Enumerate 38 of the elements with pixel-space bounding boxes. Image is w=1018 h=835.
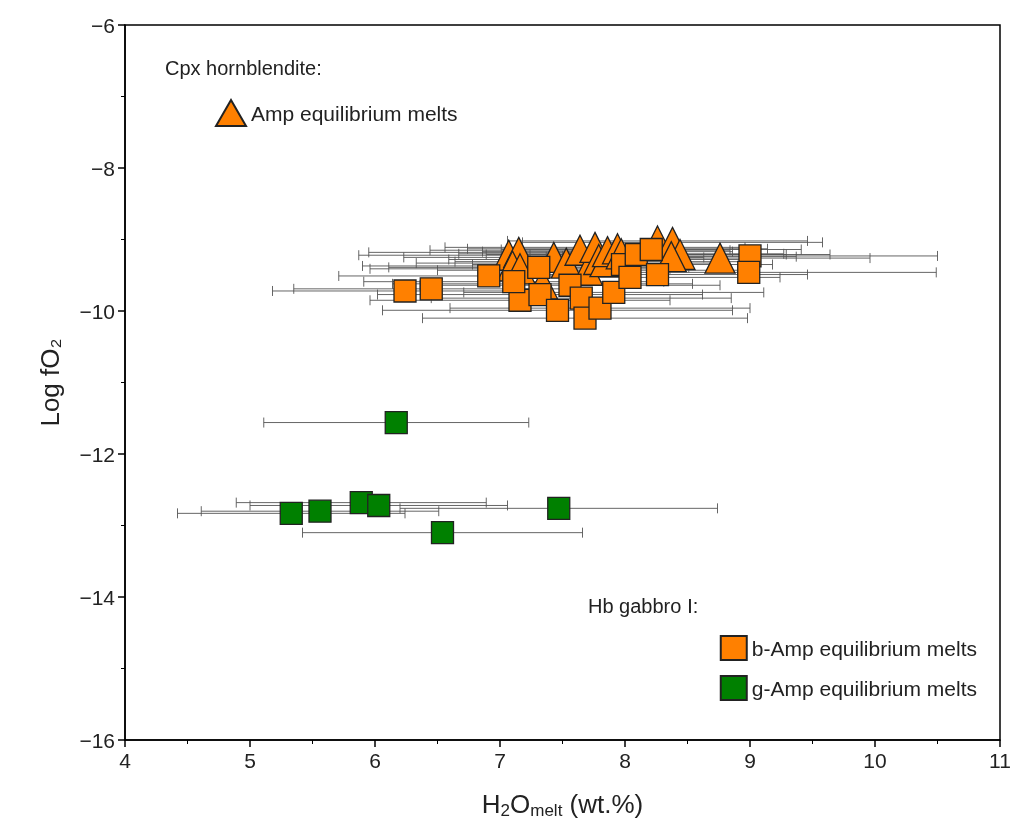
- y-tick-label: −16: [79, 728, 115, 752]
- point: [545, 298, 570, 322]
- point: [502, 270, 526, 294]
- x-tick-label: 11: [989, 749, 1011, 772]
- annotation: Cpx hornblendite:: [165, 57, 322, 79]
- legend-label: g-Amp equilibrium melts: [751, 676, 978, 700]
- y-axis-title: Log fO₂: [35, 338, 65, 427]
- y-tick-label: −6: [91, 13, 115, 37]
- y-tick-label: −10: [79, 299, 115, 323]
- y-tick-label: −14: [79, 585, 116, 609]
- point: [528, 282, 552, 307]
- annotation: Hb gabbro Ⅰ:: [588, 595, 699, 617]
- x-tick-label: 10: [863, 749, 887, 772]
- x-tick-label: 5: [244, 749, 256, 772]
- point: [547, 496, 571, 520]
- legend-label: b-Amp equilibrium melts: [751, 636, 978, 660]
- y-tick-label: −12: [79, 442, 115, 466]
- point: [279, 501, 303, 525]
- point: [477, 264, 501, 288]
- point: [430, 521, 455, 545]
- point: [704, 242, 736, 274]
- y-tick-label: −8: [91, 156, 115, 180]
- point: [384, 410, 408, 435]
- point: [618, 265, 642, 290]
- x-tick-label: 4: [119, 749, 132, 772]
- point: [419, 277, 443, 301]
- point: [367, 493, 391, 518]
- x-tick-label: 7: [494, 749, 506, 772]
- x-tick-label: 9: [744, 749, 756, 772]
- point: [639, 237, 663, 262]
- legend-label: Amp equilibrium melts: [251, 101, 458, 125]
- point: [645, 262, 670, 287]
- point: [308, 499, 332, 523]
- x-tick-label: 6: [369, 749, 381, 772]
- point: [393, 279, 417, 303]
- point: [527, 255, 551, 280]
- x-tick-label: 8: [619, 749, 631, 772]
- point: [737, 260, 761, 285]
